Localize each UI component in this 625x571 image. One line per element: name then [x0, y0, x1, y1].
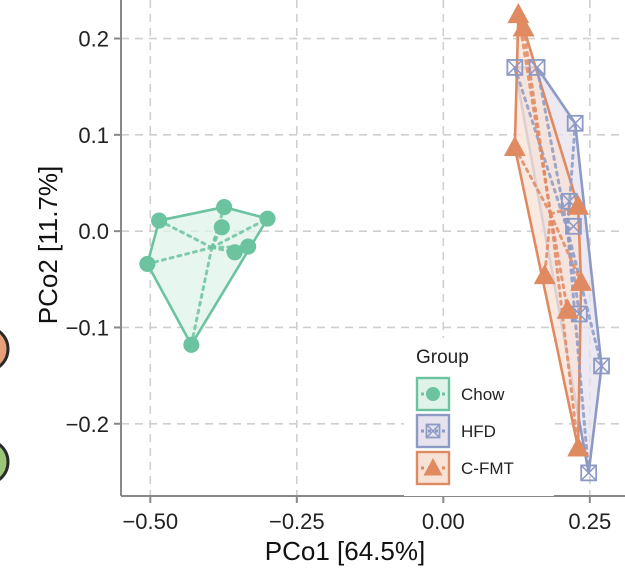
- centroid-spoke: [566, 228, 604, 368]
- data-point-square-cross: [425, 423, 441, 439]
- centroid-spoke: [522, 26, 553, 216]
- data-point-triangle: [567, 436, 590, 457]
- data-point-triangle: [556, 298, 579, 319]
- legend: Group Chow HFD C-FMT: [404, 338, 554, 496]
- x-tick-label: −0.50: [122, 509, 178, 534]
- centroid-spoke: [549, 212, 583, 284]
- centroid-spoke: [566, 228, 591, 475]
- data-point-triangle: [570, 270, 592, 291]
- x-tick-label: 0.25: [568, 509, 611, 534]
- centroid-spoke: [549, 212, 580, 450]
- y-ticks: 0.2 0.1 0.0 −0.1 −0.2: [66, 27, 121, 437]
- data-point-circle: [139, 255, 156, 272]
- legend-entry-hfd: HFD: [415, 413, 496, 449]
- y-tick-label: 0.1: [78, 123, 109, 148]
- legend-title: Group: [416, 347, 469, 368]
- data-point-circle: [183, 336, 200, 353]
- centroid-spoke: [566, 199, 571, 232]
- data-point-square-cross: [566, 114, 584, 132]
- data-point-square-cross: [580, 464, 598, 482]
- data-point-square-cross: [593, 357, 610, 375]
- data-point-square-cross: [528, 59, 546, 76]
- data-point-square-cross: [506, 59, 524, 76]
- data-point-triangle: [512, 16, 535, 37]
- centroid-spoke: [513, 145, 553, 216]
- centroid-spoke: [145, 246, 214, 266]
- legend-label: Chow: [461, 385, 505, 404]
- x-tick-label: 0.00: [422, 509, 465, 534]
- legend-entry-c-fmt: C-FMT: [415, 450, 514, 486]
- centroid-spoke: [157, 219, 214, 250]
- legend-label: C-FMT: [461, 459, 514, 478]
- y-tick-label: 0.2: [78, 27, 109, 52]
- data-point-triangle: [533, 263, 556, 285]
- data-point-circle: [259, 210, 276, 227]
- centroid-spoke: [189, 246, 214, 347]
- centroid-spoke: [210, 217, 270, 250]
- y-tick-label: 0.0: [78, 219, 109, 244]
- data-point-square-cross: [565, 217, 582, 235]
- data-point-triangle: [567, 194, 590, 215]
- legend-entry-chow: Chow: [415, 376, 505, 412]
- centroid-spoke: [513, 65, 570, 232]
- data-point-circle: [226, 244, 243, 261]
- data-point-circle: [151, 212, 168, 229]
- data-point-triangle: [423, 458, 443, 476]
- legend-label: HFD: [461, 422, 496, 441]
- x-tick-label: −0.25: [269, 509, 325, 534]
- centroid-spoke: [543, 212, 553, 277]
- data-point-circle: [213, 219, 230, 236]
- data-point-triangle: [507, 2, 530, 24]
- x-axis-title: PCo1 [64.5%]: [265, 536, 425, 566]
- data-point-circle: [216, 199, 233, 216]
- point-layer: [139, 2, 610, 482]
- cropped-decoration: [0, 330, 10, 481]
- centroid-spoke: [566, 228, 581, 316]
- data-point-triangle: [503, 135, 526, 156]
- x-ticks: −0.50 −0.25 0.00 0.25: [122, 496, 611, 534]
- y-axis-title: PCo2 [11.7%]: [33, 166, 63, 325]
- y-tick-label: −0.1: [66, 315, 109, 340]
- data-point-circle: [426, 387, 440, 401]
- data-point-circle: [240, 238, 257, 255]
- y-tick-label: −0.2: [66, 412, 109, 437]
